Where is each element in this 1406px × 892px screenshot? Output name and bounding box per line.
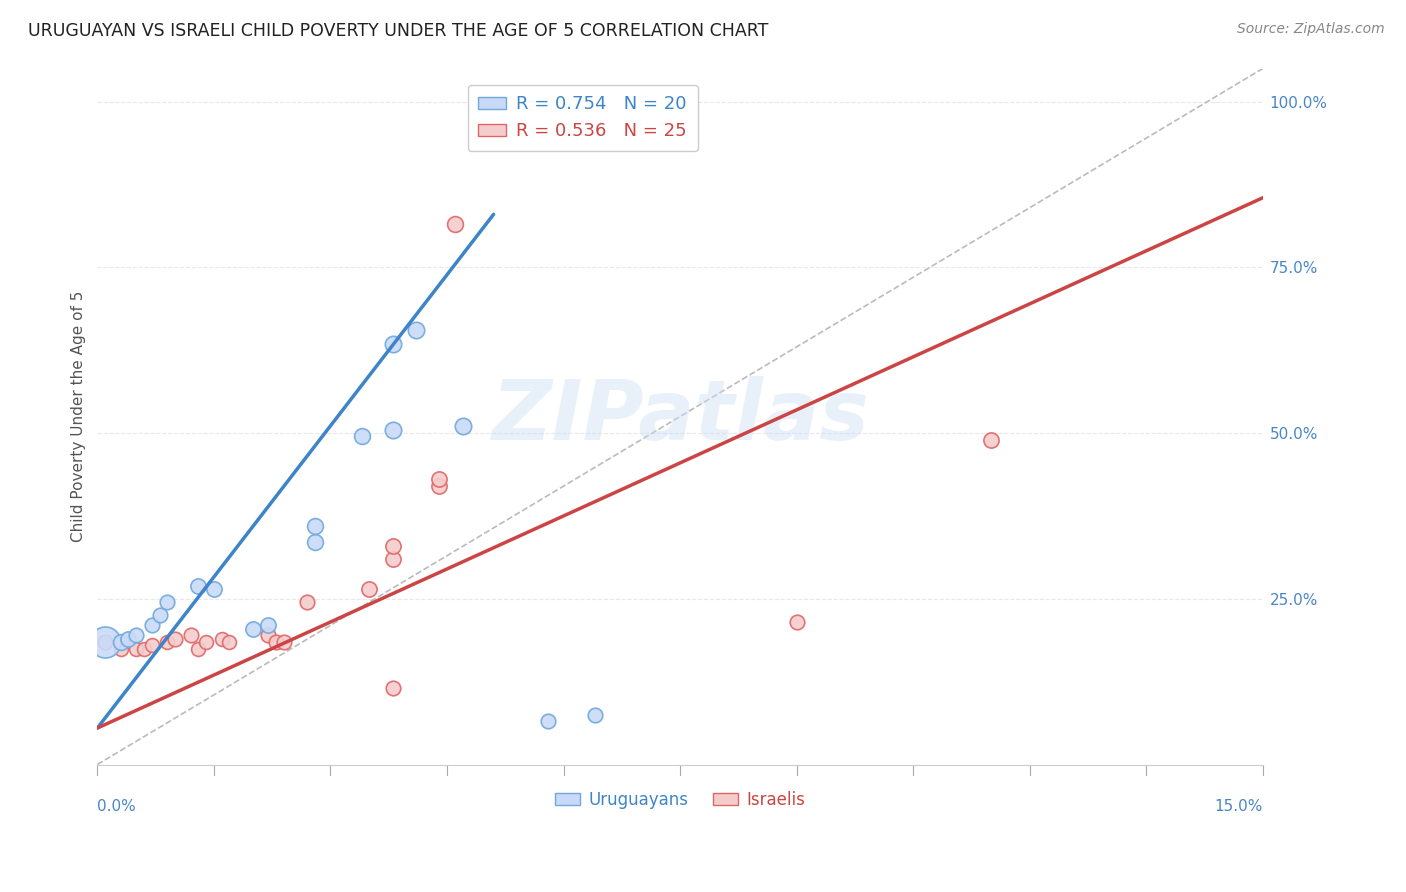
Point: [218, 635, 240, 649]
Point: [583, 707, 606, 722]
Point: [141, 618, 163, 632]
Point: [202, 582, 225, 596]
Point: [537, 714, 560, 729]
Point: [273, 635, 295, 649]
Point: [195, 635, 218, 649]
Point: [156, 595, 179, 609]
Y-axis label: Child Poverty Under the Age of 5: Child Poverty Under the Age of 5: [72, 291, 86, 542]
Point: [125, 628, 148, 642]
Point: [427, 473, 450, 487]
Point: [786, 615, 808, 629]
Point: [125, 641, 148, 656]
Point: [110, 635, 132, 649]
Point: [451, 419, 474, 434]
Point: [257, 628, 280, 642]
Point: [295, 595, 318, 609]
Point: [264, 635, 287, 649]
Point: [304, 519, 326, 533]
Point: [304, 535, 326, 549]
Legend: Uruguayans, Israelis: Uruguayans, Israelis: [548, 784, 813, 815]
Point: [94, 635, 117, 649]
Point: [350, 429, 373, 443]
Text: Source: ZipAtlas.com: Source: ZipAtlas.com: [1237, 22, 1385, 37]
Point: [117, 632, 139, 646]
Text: 0.0%: 0.0%: [97, 799, 136, 814]
Point: [187, 578, 209, 592]
Point: [381, 552, 404, 566]
Point: [156, 635, 179, 649]
Point: [211, 632, 233, 646]
Text: URUGUAYAN VS ISRAELI CHILD POVERTY UNDER THE AGE OF 5 CORRELATION CHART: URUGUAYAN VS ISRAELI CHILD POVERTY UNDER…: [28, 22, 769, 40]
Point: [257, 618, 280, 632]
Point: [381, 423, 404, 437]
Point: [443, 217, 465, 231]
Point: [359, 582, 381, 596]
Point: [381, 539, 404, 553]
Point: [148, 608, 170, 623]
Point: [381, 681, 404, 696]
Point: [405, 323, 427, 337]
Point: [180, 628, 202, 642]
Point: [381, 336, 404, 351]
Text: ZIPatlas: ZIPatlas: [491, 376, 869, 457]
Point: [163, 632, 186, 646]
Point: [187, 641, 209, 656]
Text: 15.0%: 15.0%: [1215, 799, 1263, 814]
Point: [427, 479, 450, 493]
Point: [242, 622, 264, 636]
Point: [132, 641, 155, 656]
Point: [110, 641, 132, 656]
Point: [141, 638, 163, 652]
Point: [980, 433, 1002, 447]
Point: [94, 635, 117, 649]
